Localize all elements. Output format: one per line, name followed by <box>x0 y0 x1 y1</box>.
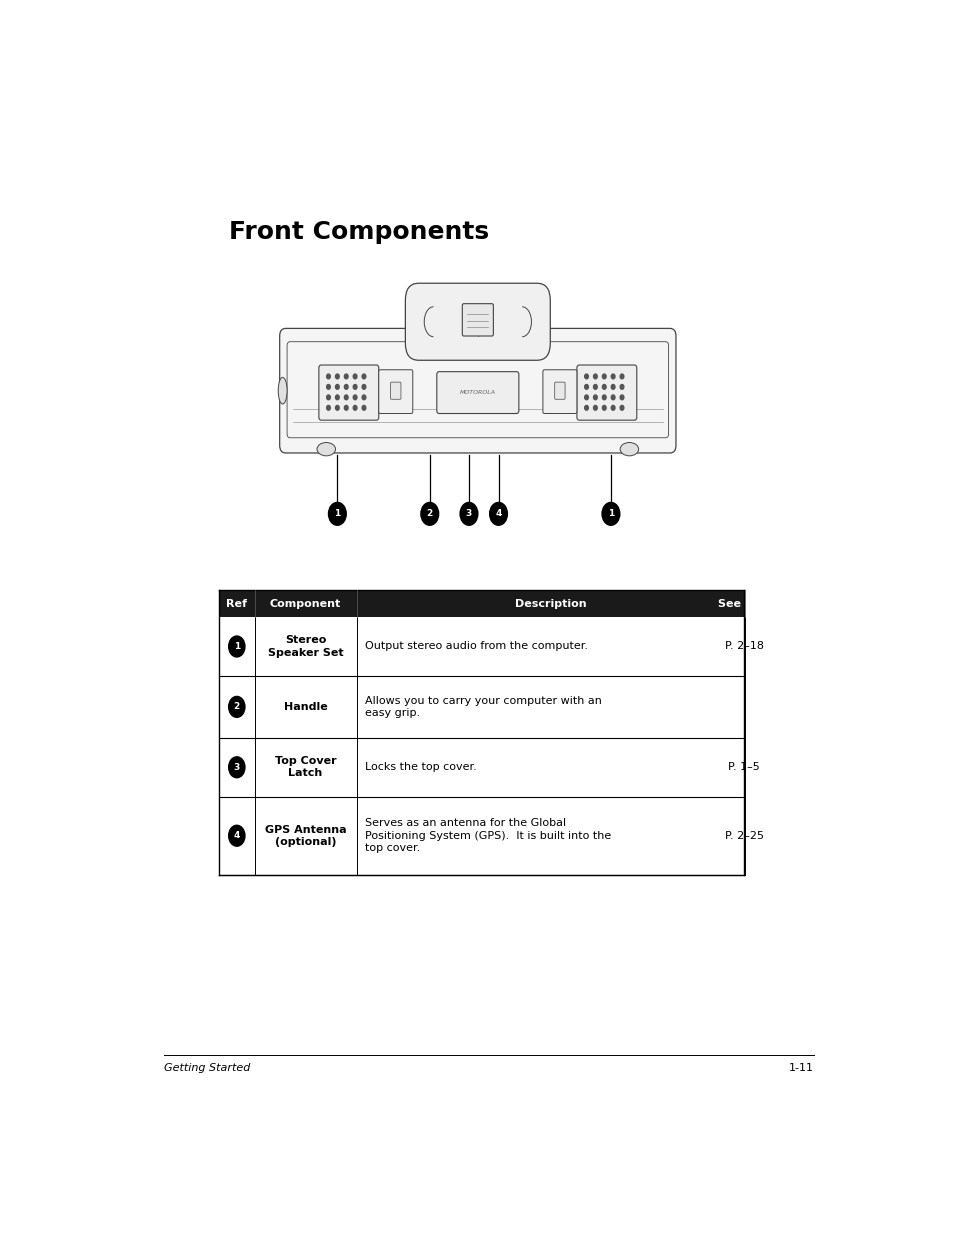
Circle shape <box>601 384 605 389</box>
Circle shape <box>420 503 438 525</box>
Circle shape <box>611 395 615 400</box>
Text: Allows you to carry your computer with an
easy grip.: Allows you to carry your computer with a… <box>365 695 601 718</box>
Circle shape <box>328 503 346 525</box>
Circle shape <box>362 384 365 389</box>
Circle shape <box>335 374 339 379</box>
Circle shape <box>593 374 597 379</box>
Circle shape <box>601 405 605 410</box>
Circle shape <box>593 395 597 400</box>
Text: Component: Component <box>270 599 341 609</box>
FancyBboxPatch shape <box>577 366 637 420</box>
Circle shape <box>353 384 356 389</box>
Circle shape <box>229 697 245 718</box>
Circle shape <box>362 395 365 400</box>
FancyBboxPatch shape <box>554 382 564 399</box>
Text: MOTOROLA: MOTOROLA <box>459 390 496 395</box>
Text: See Also: See Also <box>717 599 770 609</box>
Text: 4: 4 <box>495 509 501 519</box>
Text: Locks the top cover.: Locks the top cover. <box>365 762 476 772</box>
Circle shape <box>335 405 339 410</box>
Circle shape <box>619 405 623 410</box>
Circle shape <box>619 384 623 389</box>
Text: 1-11: 1-11 <box>788 1062 813 1072</box>
Text: Front Components: Front Components <box>229 220 488 243</box>
Ellipse shape <box>316 442 335 456</box>
FancyBboxPatch shape <box>542 369 577 414</box>
Ellipse shape <box>278 378 287 404</box>
FancyBboxPatch shape <box>462 304 493 336</box>
Circle shape <box>611 405 615 410</box>
FancyBboxPatch shape <box>405 283 550 361</box>
Circle shape <box>489 503 507 525</box>
Circle shape <box>353 374 356 379</box>
Circle shape <box>601 374 605 379</box>
Text: 3: 3 <box>465 509 472 519</box>
Text: Output stereo audio from the computer.: Output stereo audio from the computer. <box>365 641 588 652</box>
Text: 2: 2 <box>426 509 433 519</box>
Circle shape <box>584 395 588 400</box>
Circle shape <box>362 405 365 410</box>
Circle shape <box>619 374 623 379</box>
Text: 1: 1 <box>233 642 240 651</box>
Text: P. 2–18: P. 2–18 <box>724 641 763 652</box>
Circle shape <box>601 395 605 400</box>
Bar <box>219 590 743 618</box>
Circle shape <box>229 825 245 846</box>
Circle shape <box>326 384 330 389</box>
FancyBboxPatch shape <box>318 366 378 420</box>
Circle shape <box>619 395 623 400</box>
Circle shape <box>353 405 356 410</box>
Text: 2: 2 <box>233 703 240 711</box>
Circle shape <box>362 374 365 379</box>
Circle shape <box>593 405 597 410</box>
Ellipse shape <box>619 442 638 456</box>
Text: 4: 4 <box>233 831 240 840</box>
FancyBboxPatch shape <box>390 382 400 399</box>
Circle shape <box>353 395 356 400</box>
Circle shape <box>611 384 615 389</box>
Circle shape <box>459 503 477 525</box>
FancyBboxPatch shape <box>378 369 413 414</box>
Text: GPS Antenna
(optional): GPS Antenna (optional) <box>265 825 346 847</box>
Text: Handle: Handle <box>283 701 327 711</box>
Circle shape <box>344 374 348 379</box>
Circle shape <box>326 395 330 400</box>
Circle shape <box>229 757 245 778</box>
Circle shape <box>611 374 615 379</box>
Circle shape <box>344 395 348 400</box>
Circle shape <box>326 374 330 379</box>
Circle shape <box>344 405 348 410</box>
Circle shape <box>335 384 339 389</box>
Text: P. 2–25: P. 2–25 <box>724 831 763 841</box>
Text: 1: 1 <box>607 509 614 519</box>
Text: P. 1–5: P. 1–5 <box>728 762 760 772</box>
Circle shape <box>584 374 588 379</box>
Text: 3: 3 <box>233 763 240 772</box>
Text: 1: 1 <box>334 509 340 519</box>
FancyBboxPatch shape <box>279 329 676 453</box>
Circle shape <box>593 384 597 389</box>
Circle shape <box>229 636 245 657</box>
Text: Ref: Ref <box>226 599 247 609</box>
Text: Getting Started: Getting Started <box>164 1062 250 1072</box>
Circle shape <box>344 384 348 389</box>
Text: Description: Description <box>515 599 586 609</box>
Text: Top Cover
Latch: Top Cover Latch <box>274 756 336 778</box>
Text: Serves as an antenna for the Global
Positioning System (GPS).  It is built into : Serves as an antenna for the Global Posi… <box>365 819 611 853</box>
Circle shape <box>601 503 619 525</box>
Circle shape <box>326 405 330 410</box>
Circle shape <box>584 384 588 389</box>
Circle shape <box>335 395 339 400</box>
Circle shape <box>584 405 588 410</box>
FancyBboxPatch shape <box>436 372 518 414</box>
Text: Stereo
Speaker Set: Stereo Speaker Set <box>268 635 343 658</box>
